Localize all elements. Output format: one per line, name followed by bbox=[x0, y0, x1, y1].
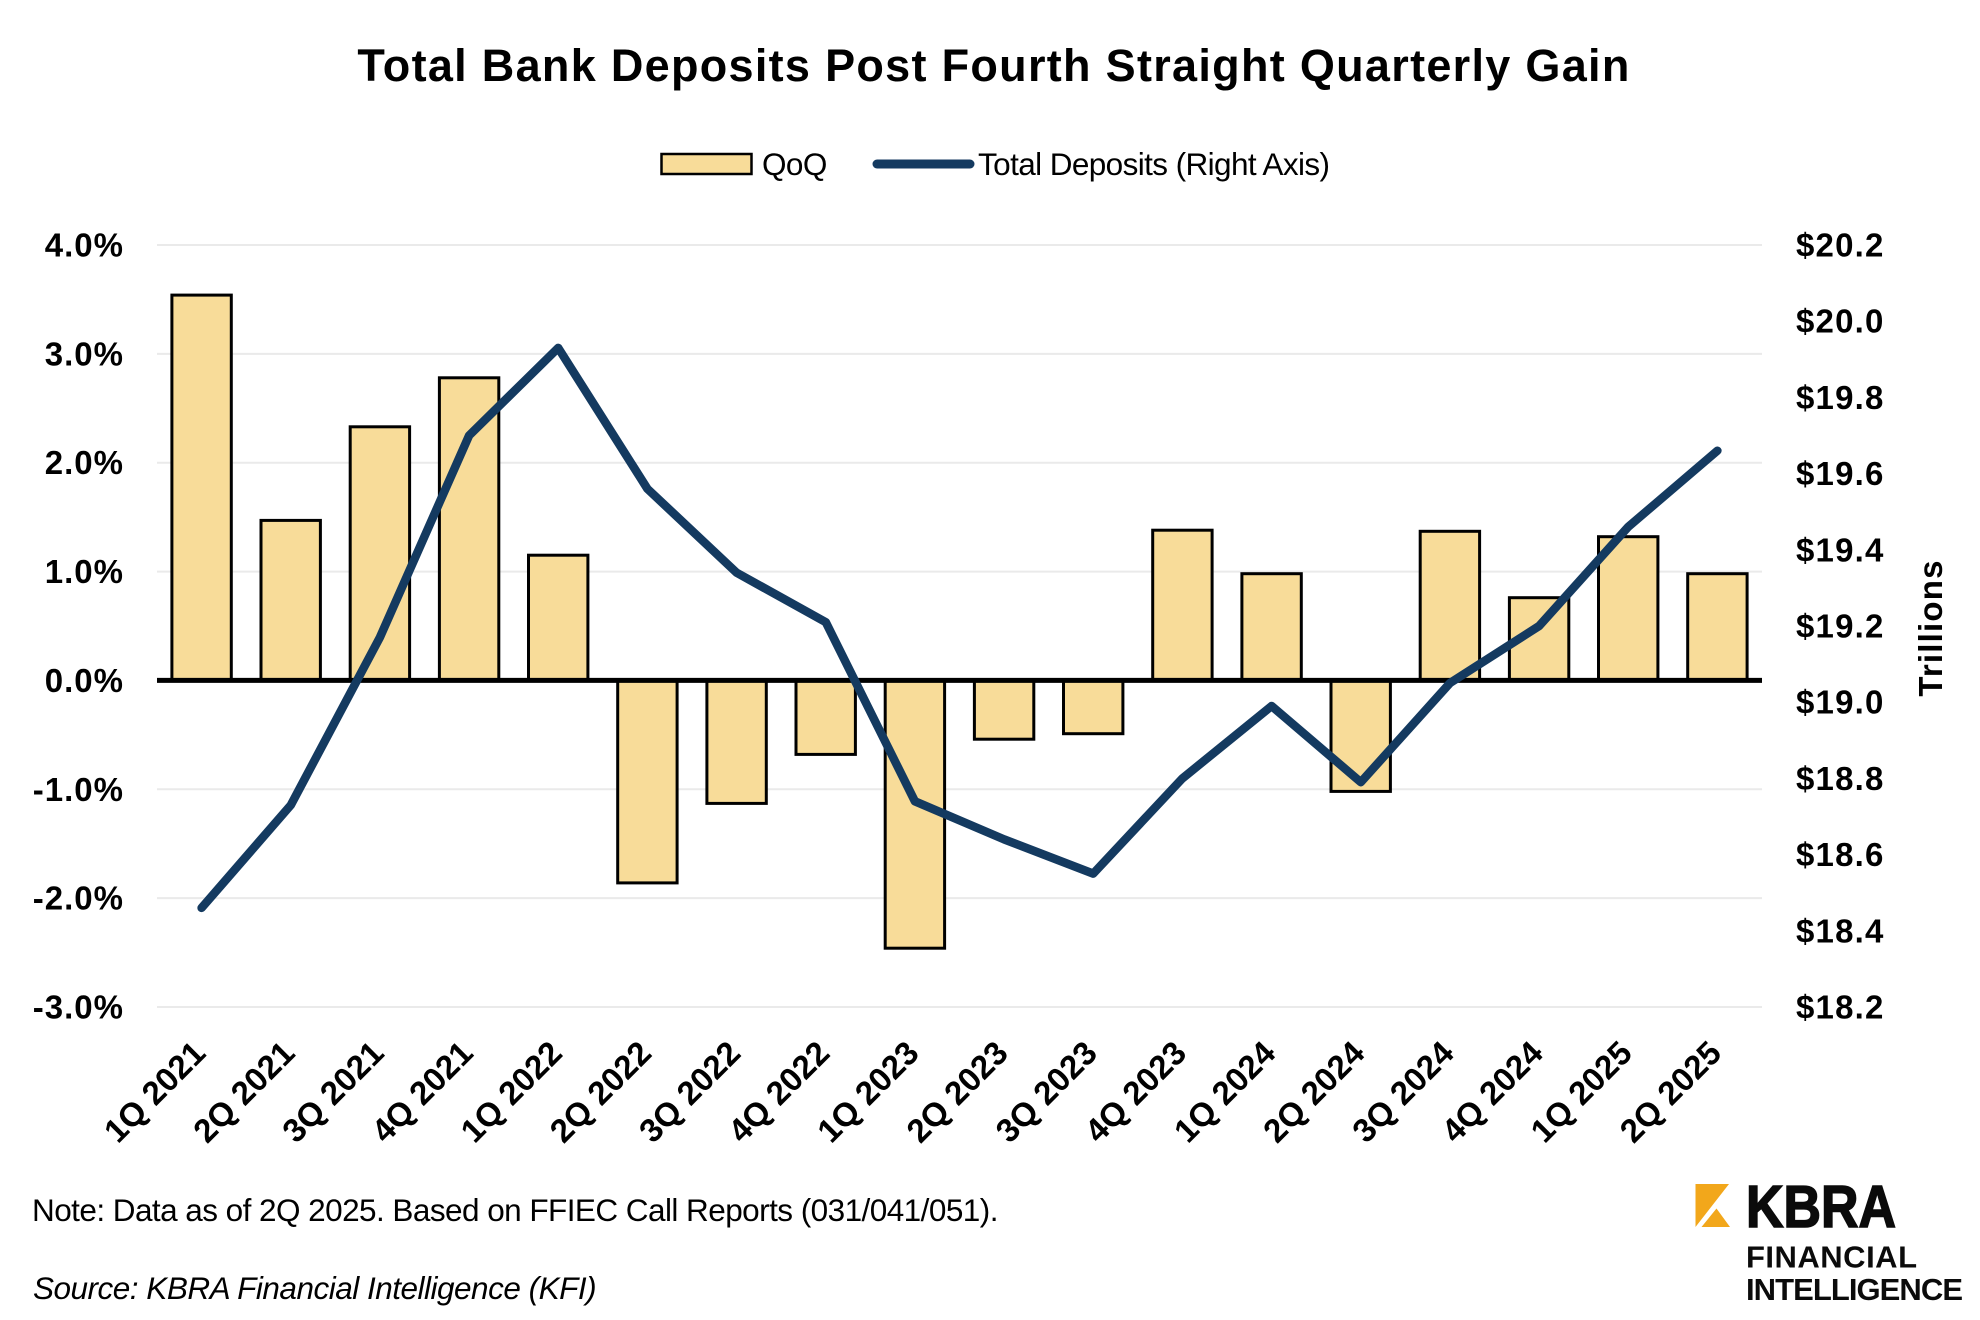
svg-text:INTELLIGENCE: INTELLIGENCE bbox=[1746, 1272, 1963, 1307]
svg-text:Trillions: Trillions bbox=[1912, 559, 1949, 696]
svg-text:Source: KBRA Financial Intelli: Source: KBRA Financial Intelligence (KFI… bbox=[33, 1270, 596, 1306]
svg-text:-3.0%: -3.0% bbox=[33, 989, 124, 1026]
svg-text:$19.8: $19.8 bbox=[1796, 379, 1885, 416]
svg-text:Note: Data as of 2Q 2025. Base: Note: Data as of 2Q 2025. Based on FFIEC… bbox=[32, 1192, 998, 1228]
svg-text:$19.6: $19.6 bbox=[1796, 455, 1885, 492]
svg-text:$18.4: $18.4 bbox=[1796, 912, 1885, 949]
svg-text:0.0%: 0.0% bbox=[45, 662, 124, 699]
svg-text:-1.0%: -1.0% bbox=[33, 771, 124, 808]
svg-text:$20.2: $20.2 bbox=[1796, 227, 1885, 264]
svg-text:Total Bank Deposits Post Fourt: Total Bank Deposits Post Fourth Straight… bbox=[357, 40, 1630, 91]
svg-text:-2.0%: -2.0% bbox=[33, 880, 124, 917]
svg-text:$18.8: $18.8 bbox=[1796, 760, 1885, 797]
svg-text:Total Deposits (Right Axis): Total Deposits (Right Axis) bbox=[978, 146, 1329, 182]
svg-text:$19.4: $19.4 bbox=[1796, 531, 1885, 568]
svg-text:$18.2: $18.2 bbox=[1796, 989, 1885, 1026]
svg-text:4.0%: 4.0% bbox=[45, 227, 124, 264]
svg-text:$20.0: $20.0 bbox=[1796, 303, 1885, 340]
svg-text:2.0%: 2.0% bbox=[45, 444, 124, 481]
svg-text:$19.0: $19.0 bbox=[1796, 684, 1885, 721]
svg-text:1.0%: 1.0% bbox=[45, 553, 124, 590]
svg-text:QoQ: QoQ bbox=[762, 146, 827, 182]
svg-text:$19.2: $19.2 bbox=[1796, 608, 1885, 645]
svg-text:FINANCIAL: FINANCIAL bbox=[1746, 1240, 1917, 1275]
svg-text:3.0%: 3.0% bbox=[45, 335, 124, 372]
svg-text:$18.6: $18.6 bbox=[1796, 836, 1885, 873]
svg-text:KBRA: KBRA bbox=[1746, 1174, 1896, 1240]
